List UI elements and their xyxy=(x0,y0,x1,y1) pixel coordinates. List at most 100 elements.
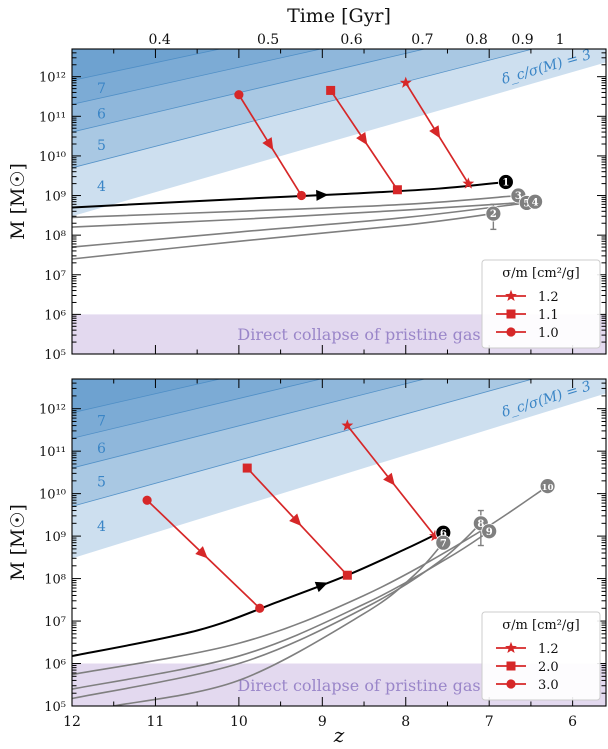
marker-label: 3 xyxy=(515,191,522,202)
y-ticks: 10⁵ 10⁶ 10⁷ 10⁸ 10⁹ 10¹⁰ 10¹¹ 10¹² xyxy=(39,382,606,715)
x-ticks xyxy=(71,49,574,354)
y-ticks: 10⁵ 10⁶ 10⁷ 10⁸ 10⁹ 10¹⁰ 10¹¹ 10¹² xyxy=(39,52,606,363)
y-tick-label: 10⁷ xyxy=(44,269,66,284)
sigma-contour-4 xyxy=(72,379,535,507)
y-tick-label: 10⁶ xyxy=(44,658,66,673)
circle-marker xyxy=(506,679,516,689)
x-axis-label: z xyxy=(333,723,345,747)
square-marker xyxy=(506,661,516,671)
series-2.0 xyxy=(242,463,352,580)
circle-marker xyxy=(506,327,516,337)
y-tick-label: 10¹² xyxy=(39,71,66,86)
x-tick-label: 10 xyxy=(230,714,248,730)
marker-disc xyxy=(481,523,498,540)
numbered-marker-4: 4 xyxy=(527,193,543,210)
marker-disc xyxy=(539,478,556,495)
sigma-contour-4 xyxy=(72,49,535,169)
legend: σ/m [cm²/g] 1.2 1.1 1.0 xyxy=(481,259,601,349)
y-axis-label: M [M☉] xyxy=(7,163,29,240)
marker-label: 5 xyxy=(523,199,530,210)
legend-title: σ/m [cm²/g] xyxy=(502,618,579,633)
main-track-line xyxy=(72,180,506,209)
sigma-band-3 xyxy=(72,379,606,559)
numbered-marker-1: 1 xyxy=(497,174,514,190)
sigma-contour-6 xyxy=(72,49,323,105)
top-tick-label: 0.4 xyxy=(148,32,170,48)
gray-track-5 xyxy=(72,202,527,248)
circle-marker xyxy=(255,603,265,613)
series-3.0 xyxy=(142,495,265,613)
legend-entry-1.1: 1.1 xyxy=(496,308,559,323)
gray-track-7 xyxy=(113,542,444,706)
legend-label: 3.0 xyxy=(538,678,559,693)
star-marker xyxy=(505,289,517,302)
y-tick-label: 10⁶ xyxy=(44,308,66,323)
star-marker xyxy=(341,419,354,431)
series-arrow xyxy=(356,132,368,146)
top-tick-label: 1 xyxy=(556,32,565,48)
gray-track-8 xyxy=(72,522,482,700)
marker-disc xyxy=(485,205,502,222)
sigma-level-label: 5 xyxy=(97,475,106,491)
square-marker xyxy=(326,85,336,95)
circle-marker xyxy=(234,90,244,100)
square-marker xyxy=(392,185,402,195)
top-tick-label: 0.8 xyxy=(466,32,488,48)
numbered-marker-2: 2 xyxy=(485,203,502,231)
gray-track-4 xyxy=(72,200,536,228)
square-marker xyxy=(342,570,352,580)
legend-label: 1.2 xyxy=(538,290,559,305)
legend-entry-1.2: 1.2 xyxy=(496,289,559,305)
circle-marker xyxy=(142,495,152,505)
y-tick-label: 10¹⁰ xyxy=(39,488,66,503)
legend: σ/m [cm²/g] 1.2 2.0 3.0 xyxy=(481,611,601,701)
direct-collapse-label: Direct collapse of pristine gas xyxy=(237,325,480,344)
series-1.2 xyxy=(341,419,441,542)
y-tick-label: 10⁵ xyxy=(44,700,66,715)
y-axis-label: M [M☉] xyxy=(7,504,29,581)
marker-label: 6 xyxy=(440,528,447,539)
series-arrow xyxy=(429,125,441,139)
sigma-contour-7 xyxy=(72,379,222,414)
numbered-marker-7: 7 xyxy=(435,534,452,551)
legend-label: 1.2 xyxy=(538,642,559,657)
series-arrow xyxy=(289,513,302,527)
gray-track-3 xyxy=(72,194,519,219)
sigma-level-label: 7 xyxy=(97,81,106,97)
red-series xyxy=(142,419,441,613)
top-axis-label: Time [Gyr] xyxy=(287,5,391,27)
y-tick-label: 10¹¹ xyxy=(39,110,66,125)
sigma-contour-6 xyxy=(72,379,323,439)
top-tick-label: 0.9 xyxy=(511,32,533,48)
marker-disc xyxy=(527,193,543,210)
marker-label: 1 xyxy=(502,178,509,189)
star-marker xyxy=(429,529,441,542)
marker-label: 10 xyxy=(542,483,554,493)
series-1.0 xyxy=(234,90,307,201)
x-ticks: 12 11 10 9 8 7 6 xyxy=(63,379,577,730)
x-tick-label: 8 xyxy=(401,714,410,730)
main-track xyxy=(72,180,506,209)
y-tick-label: 10¹⁰ xyxy=(39,150,66,165)
x-tick-label: 9 xyxy=(318,714,327,730)
y-tick-label: 10⁸ xyxy=(44,229,66,244)
direct-collapse-label: Direct collapse of pristine gas xyxy=(237,676,480,695)
legend-entry-1.0: 1.0 xyxy=(496,326,559,341)
marker-label: 4 xyxy=(532,197,539,208)
marker-disc xyxy=(497,174,514,190)
y-tick-label: 10⁹ xyxy=(44,530,66,545)
x-tick-label: 12 xyxy=(63,714,81,730)
legend-entry-2.0: 2.0 xyxy=(496,660,559,675)
marker-label: 7 xyxy=(440,538,447,549)
top-tick-label: 0.7 xyxy=(411,32,433,48)
numbered-marker-10: 10 xyxy=(539,478,556,495)
star-marker xyxy=(399,76,412,88)
legend-label: 1.0 xyxy=(538,326,559,341)
star-marker xyxy=(505,641,517,654)
sigma-level-label: 4 xyxy=(97,179,106,195)
y-tick-label: 10¹¹ xyxy=(39,445,66,460)
x-tick-label: 11 xyxy=(147,714,165,730)
main-track-arrow xyxy=(314,581,328,593)
